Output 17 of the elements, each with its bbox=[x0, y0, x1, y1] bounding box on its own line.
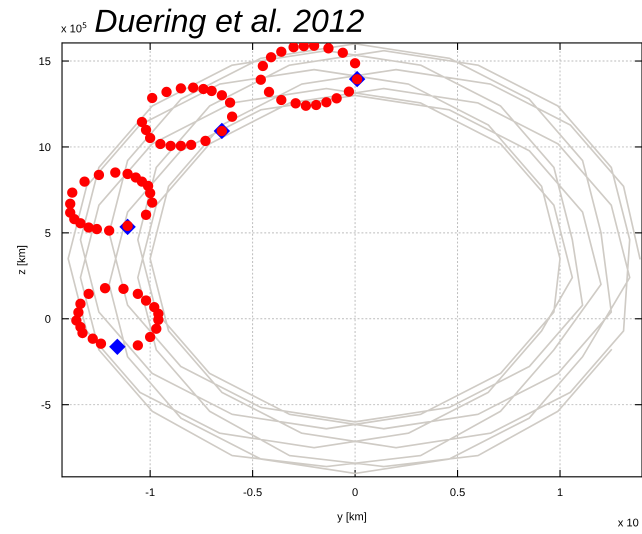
line-series bbox=[67, 43, 641, 474]
text: x 10 bbox=[618, 518, 638, 526]
x-tick-label: -0.5 bbox=[244, 488, 262, 496]
x-tick-label: -1 bbox=[146, 488, 155, 496]
x-tick-label: 1 bbox=[558, 488, 563, 496]
y-tick-label: 5 bbox=[45, 229, 50, 237]
y-axis-title: z [km] bbox=[17, 246, 28, 274]
x-tick-label: 0.5 bbox=[450, 488, 465, 496]
y-tick-label: 10 bbox=[39, 143, 50, 152]
x-axis-title: y [km] bbox=[337, 512, 366, 523]
y-tick-label: -5 bbox=[42, 401, 50, 409]
text: x 10$^{5}$ bbox=[61, 22, 86, 32]
y-tick-label: 15 bbox=[39, 57, 50, 66]
point bbox=[109, 338, 126, 356]
y-tick-label: 0 bbox=[45, 315, 50, 323]
chart-title: Duering et al. 2012 bbox=[95, 8, 364, 38]
x-tick-label: 0 bbox=[352, 488, 358, 496]
